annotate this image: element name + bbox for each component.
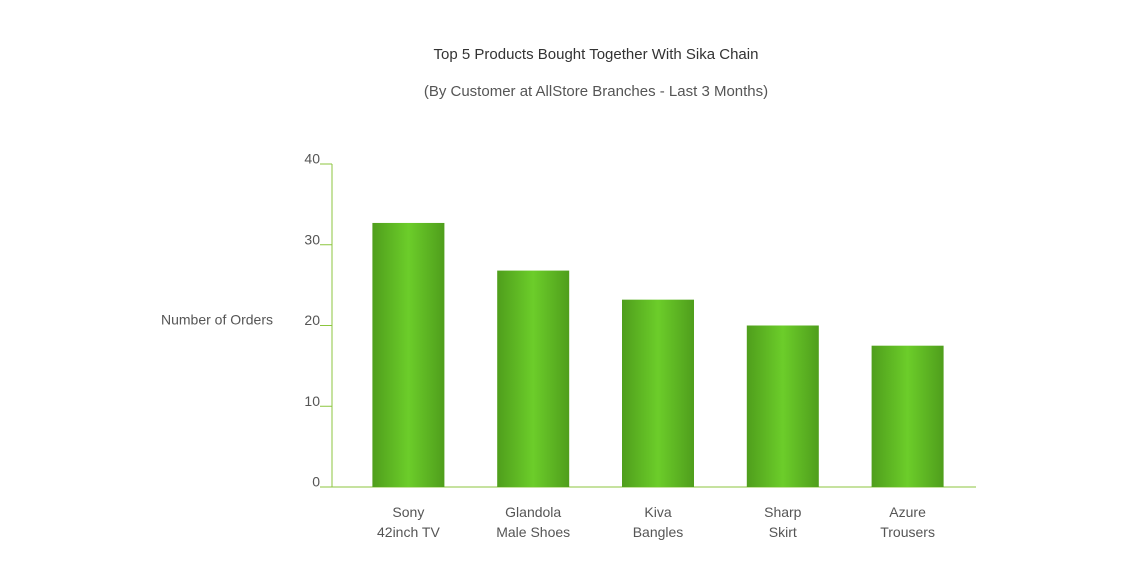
y-tick-label: 0 bbox=[312, 474, 320, 490]
bar bbox=[372, 222, 445, 487]
y-axis-label: Number of Orders bbox=[161, 312, 273, 328]
x-tick-label: Kiva Bangles bbox=[632, 504, 684, 540]
x-tick-label: Sharp Skirt bbox=[764, 504, 802, 540]
y-tick-label: 20 bbox=[304, 312, 320, 328]
y-tick-label: 30 bbox=[304, 231, 320, 247]
bar bbox=[497, 270, 570, 487]
x-tick-label: Glandola Male Shoes bbox=[496, 504, 571, 540]
bar bbox=[871, 345, 944, 487]
x-tick-label: Azure Trousers bbox=[880, 504, 935, 540]
x-tick-label: Sony 42inch TV bbox=[377, 504, 440, 540]
y-tick-label: 10 bbox=[304, 393, 320, 409]
chart-subtitle: (By Customer at AllStore Branches - Last… bbox=[424, 83, 768, 100]
bar bbox=[622, 299, 694, 487]
y-tick-label: 40 bbox=[304, 151, 320, 167]
bar bbox=[746, 325, 819, 487]
chart-title: Top 5 Products Bought Together With Sika… bbox=[434, 46, 759, 63]
